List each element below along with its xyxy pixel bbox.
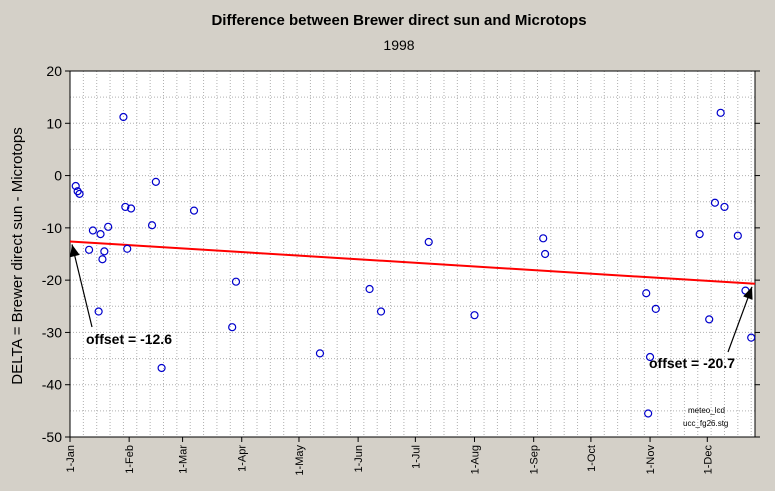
x-tick-label: 1-Mar <box>178 445 190 474</box>
data-point <box>541 249 550 259</box>
offset-annotation-left: offset = -12.6 <box>86 331 172 347</box>
x-tick-label: 1-Apr <box>237 445 249 472</box>
x-tick-label: 1-Jul <box>410 445 422 469</box>
y-axis-label: DELTA = Brewer direct sun - Microtops <box>9 127 26 384</box>
x-tick-label: 1-Oct <box>586 445 598 472</box>
annotation-arrow-left <box>71 244 93 328</box>
footnote-line-1: meteo_lcd <box>688 406 725 415</box>
data-point <box>157 363 166 373</box>
offset-annotation-right: offset = -20.7 <box>649 355 735 371</box>
x-tick-label: 1-Sep <box>529 445 541 474</box>
data-point <box>147 221 157 230</box>
x-tick-label: 1-May <box>294 445 306 476</box>
y-tick-label: -50 <box>42 429 62 445</box>
data-point <box>94 307 103 316</box>
data-point <box>104 222 113 231</box>
y-tick-label: -40 <box>42 377 62 393</box>
data-point <box>119 112 128 122</box>
data-point <box>189 206 199 215</box>
x-tick-label: 1-Nov <box>645 445 657 475</box>
annotation-arrow-left-head <box>69 244 80 258</box>
data-point <box>88 226 97 235</box>
x-tick-label: 1-Jun <box>353 445 365 473</box>
data-point <box>84 245 94 254</box>
data-point <box>710 198 720 207</box>
x-tick-label: 1-Aug <box>470 445 482 474</box>
data-point <box>720 202 729 212</box>
plot-area: 20 10 0 -10 -20 -30 -40 -501-Jan 1-Feb 1-Mar 1-Apr… <box>42 63 760 476</box>
data-point <box>315 349 325 358</box>
y-tick-label: -30 <box>42 324 62 340</box>
footnote-line-2: ucc_fg26.stg <box>683 419 728 428</box>
trend-line <box>69 240 756 285</box>
data-point <box>644 409 653 418</box>
data-point <box>642 289 651 298</box>
y-tick-label: -10 <box>42 220 62 236</box>
data-point <box>123 244 132 253</box>
data-point <box>96 230 105 239</box>
data-point <box>747 333 756 342</box>
y-tick-label: -20 <box>42 272 62 288</box>
annotation-arrow-right-head <box>743 286 753 300</box>
data-point <box>228 323 237 332</box>
data-point <box>71 181 80 191</box>
data-point <box>424 237 433 247</box>
y-tick-label: 10 <box>46 115 62 131</box>
data-point <box>100 247 109 256</box>
x-tick-label: 1-Feb <box>124 445 136 474</box>
x-tick-label: 1-Dec <box>702 445 714 475</box>
data-point <box>645 352 655 362</box>
data-point <box>121 202 130 212</box>
chart-title: Difference between Brewer direct sun and… <box>211 12 586 29</box>
data-point <box>151 177 160 186</box>
data-point <box>716 108 725 117</box>
x-tick-label: 1-Jan <box>65 445 77 473</box>
y-tick-label: 20 <box>46 63 62 79</box>
chart-subtitle: 1998 <box>383 37 414 53</box>
data-point <box>705 315 714 324</box>
data-point <box>539 234 548 243</box>
plot-frame <box>69 70 756 438</box>
data-point <box>126 204 136 213</box>
data-point <box>365 284 374 294</box>
data-point <box>651 304 660 313</box>
data-point <box>733 231 742 240</box>
data-point <box>75 189 84 198</box>
data-point <box>231 277 241 286</box>
data-point <box>376 307 386 316</box>
y-tick-label: 0 <box>54 168 62 184</box>
data-point <box>695 230 704 239</box>
data-point <box>470 311 479 320</box>
data-point <box>98 255 107 264</box>
